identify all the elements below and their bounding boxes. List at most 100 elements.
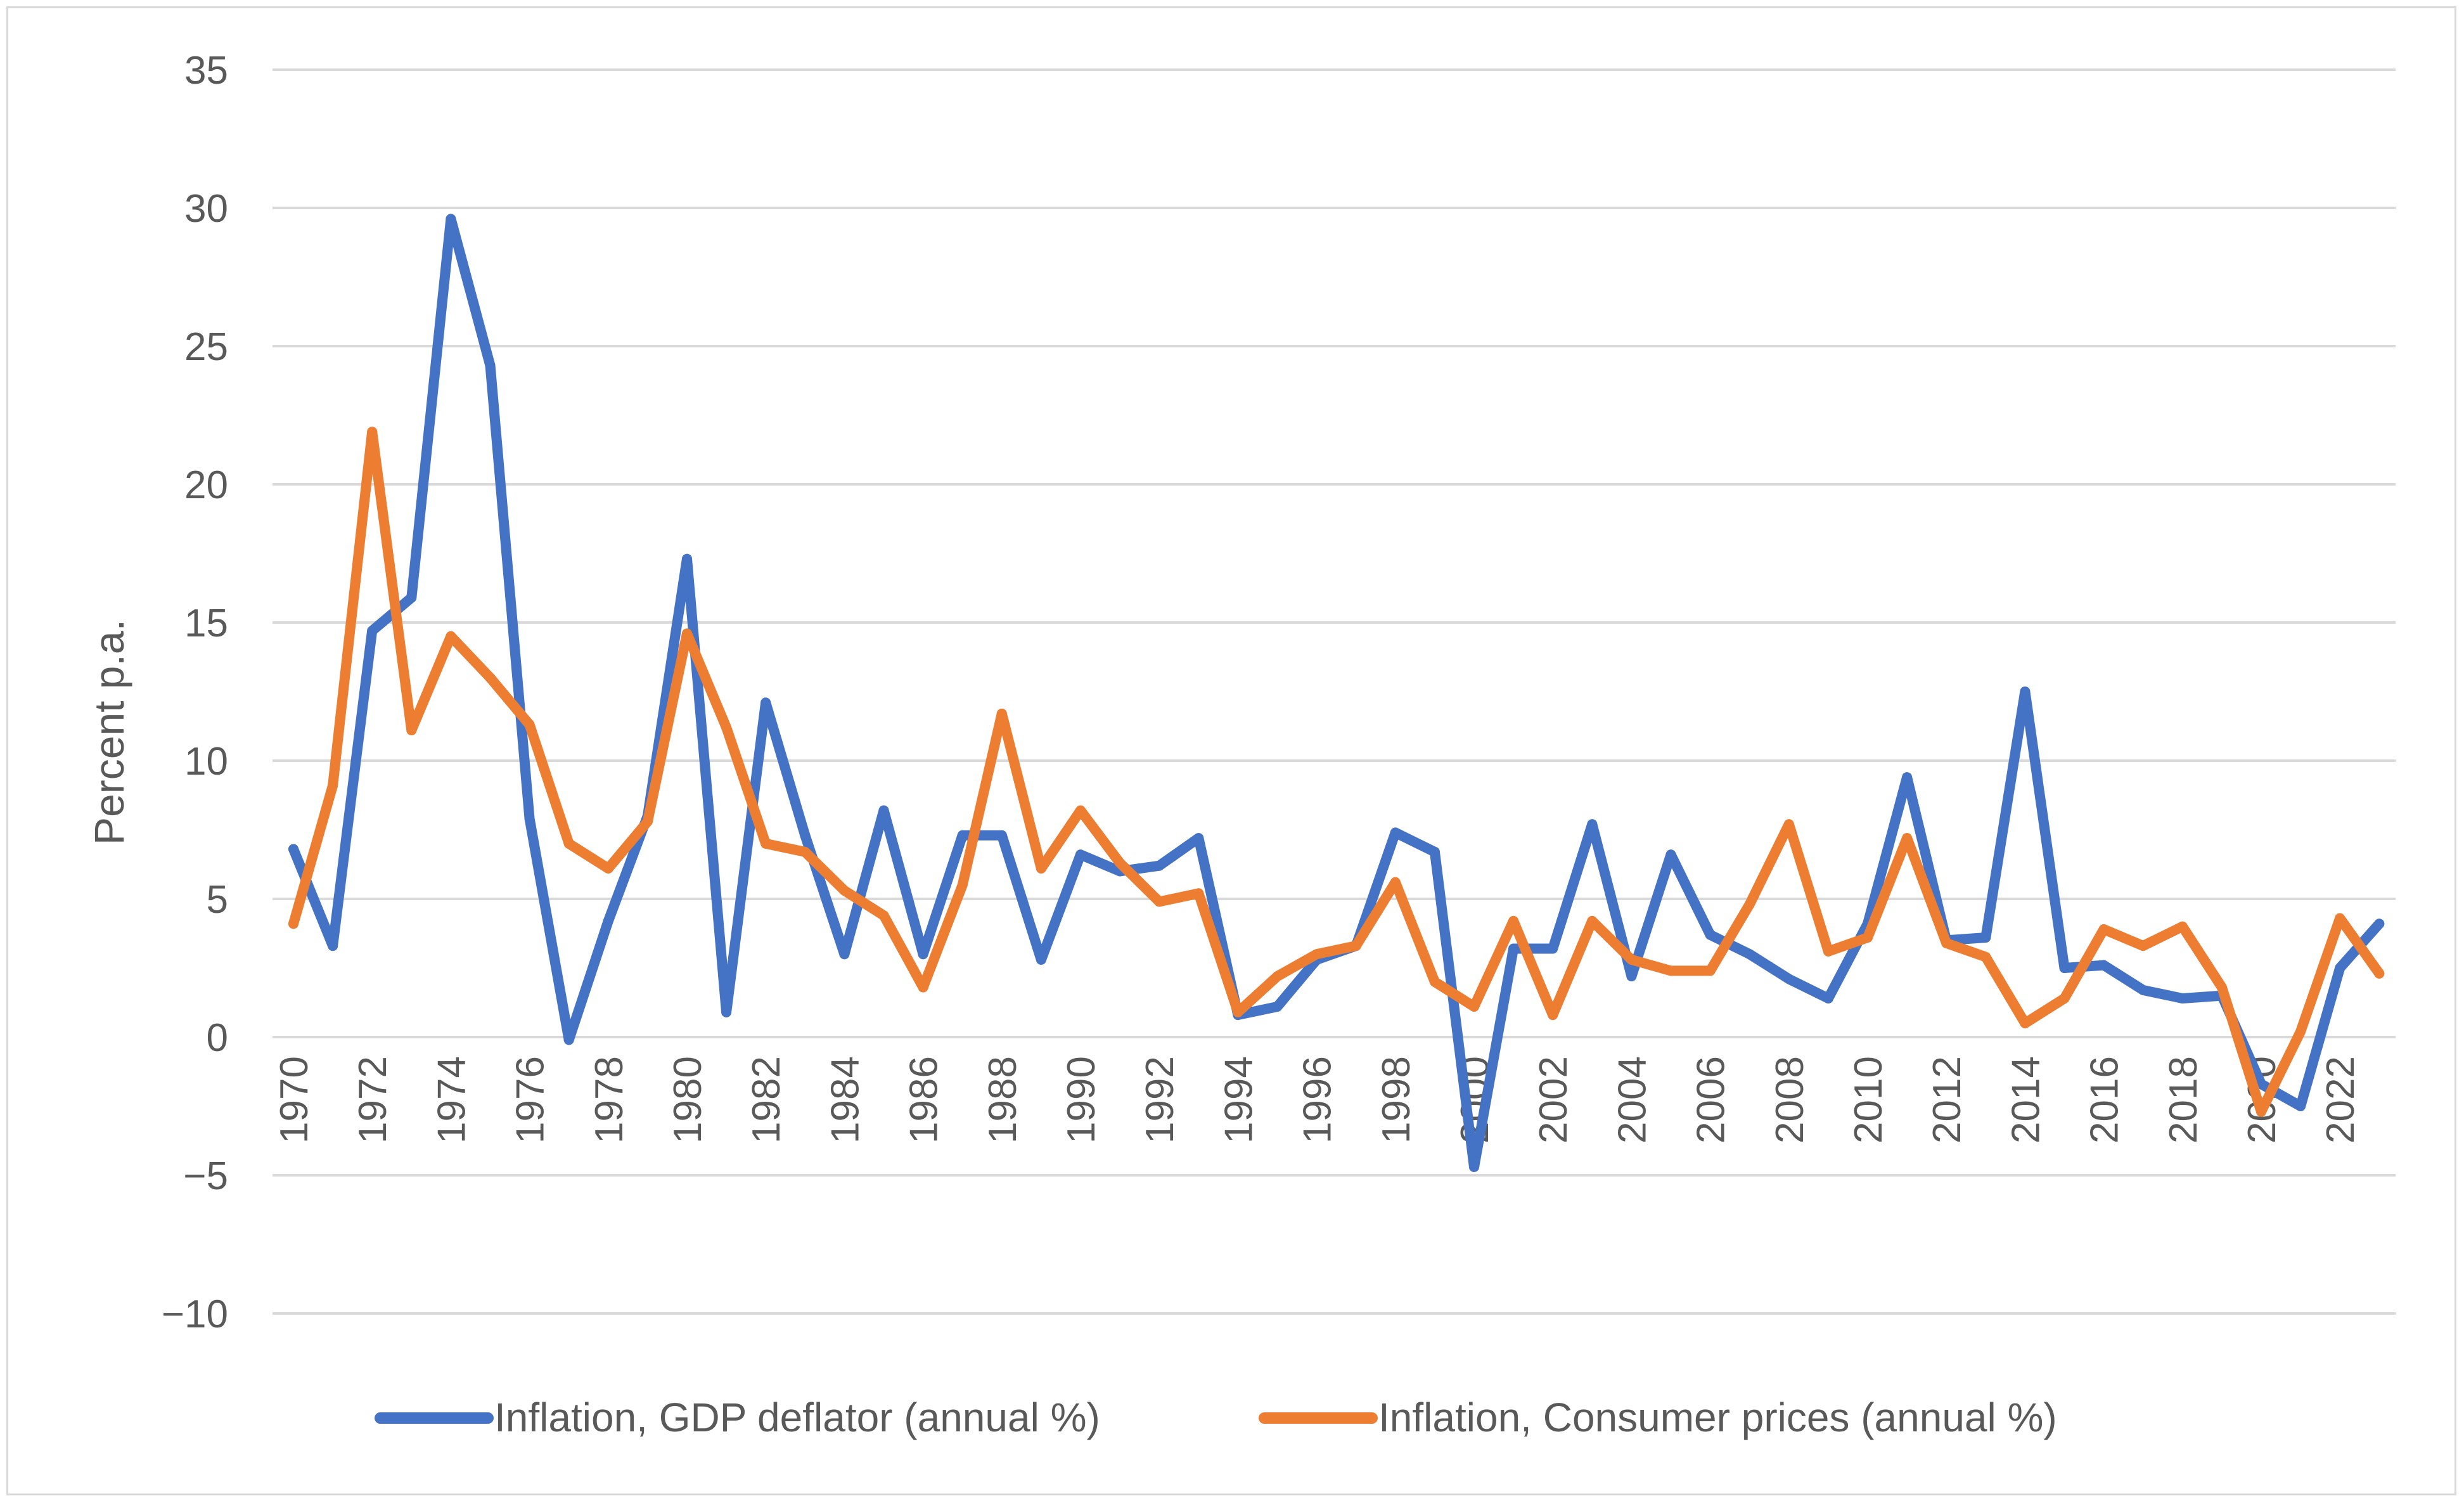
data-point — [918, 949, 928, 960]
y-tick-label: −5 — [183, 1154, 228, 1198]
x-tick-label: 1972 — [351, 1056, 395, 1144]
series-points-consumer-prices — [288, 427, 2385, 1117]
x-tick-label: 1992 — [1138, 1056, 1182, 1144]
data-point — [878, 805, 889, 816]
data-point — [721, 722, 732, 733]
x-tick-label: 1982 — [745, 1056, 788, 1144]
data-point — [1665, 965, 1676, 976]
data-point — [1508, 943, 1519, 954]
data-point — [446, 631, 456, 642]
data-point — [524, 719, 535, 730]
gridlines — [273, 68, 2396, 1315]
data-point — [1351, 941, 1361, 951]
data-point — [996, 708, 1007, 719]
data-point — [1705, 965, 1716, 976]
data-point — [682, 628, 692, 639]
data-point — [406, 592, 417, 603]
data-point — [1744, 949, 1755, 960]
data-point — [603, 915, 613, 926]
y-tick-label: −10 — [162, 1293, 228, 1336]
data-point — [2138, 984, 2148, 995]
data-point — [1390, 877, 1401, 887]
data-point — [2059, 993, 2070, 1003]
data-point — [1154, 896, 1165, 907]
data-point — [1272, 971, 1283, 982]
data-point — [406, 725, 417, 735]
x-tick-label: 1976 — [509, 1056, 553, 1144]
x-tick-label: 1970 — [273, 1056, 316, 1144]
data-point — [1626, 954, 1637, 965]
data-point — [1783, 819, 1794, 830]
data-point — [1980, 951, 1991, 962]
data-point — [1665, 849, 1676, 860]
data-point — [760, 838, 771, 849]
data-point — [2295, 1026, 2306, 1037]
x-tick-label: 1996 — [1296, 1056, 1340, 1144]
data-point — [328, 941, 338, 951]
data-point — [1902, 772, 1913, 783]
data-point — [603, 863, 613, 874]
data-point — [1193, 888, 1204, 899]
x-tick-label: 2012 — [1925, 1056, 1969, 1144]
data-point — [1548, 943, 1558, 954]
y-tick-label: 5 — [207, 878, 228, 922]
chart-frame — [6, 6, 2456, 1495]
data-point — [996, 830, 1007, 841]
data-point — [839, 885, 850, 896]
x-tick-label: 1980 — [666, 1056, 710, 1144]
data-point — [1429, 846, 1440, 857]
data-point — [1193, 833, 1204, 844]
data-point — [1429, 976, 1440, 987]
x-tick-label: 1998 — [1375, 1056, 1418, 1144]
data-point — [1823, 946, 1833, 957]
data-point — [1863, 932, 1873, 943]
data-point — [1587, 819, 1598, 830]
x-tick-label: 1994 — [1217, 1056, 1261, 1144]
x-tick-label: 2006 — [1690, 1056, 1733, 1144]
data-point — [2374, 968, 2385, 979]
data-point — [2216, 982, 2227, 993]
data-point — [2335, 963, 2345, 973]
data-point — [1036, 863, 1046, 874]
data-point — [839, 949, 850, 960]
x-tick-label: 1984 — [823, 1056, 867, 1144]
data-point — [485, 360, 496, 371]
x-tick-label: 2010 — [1847, 1056, 1890, 1144]
data-point — [524, 813, 535, 824]
data-point — [2098, 960, 2109, 971]
x-tick-label: 2016 — [2083, 1056, 2127, 1144]
data-point — [800, 846, 811, 857]
data-series — [288, 214, 2385, 1172]
x-tick-label: 2002 — [1532, 1056, 1575, 1144]
data-point — [1115, 858, 1126, 868]
data-point — [1233, 1007, 1243, 1017]
y-axis-tick-labels: −10 −5 0 5 10 15 20 25 30 35 — [162, 49, 228, 1336]
data-point — [1075, 849, 1086, 860]
data-point — [1705, 929, 1716, 940]
data-point — [2335, 913, 2345, 924]
data-point — [682, 553, 692, 564]
data-point — [2374, 919, 2385, 929]
x-tick-label: 1988 — [981, 1056, 1025, 1144]
data-point — [1823, 993, 1833, 1003]
data-point — [2138, 941, 2148, 951]
data-point — [1036, 954, 1046, 965]
data-point — [2177, 921, 2188, 932]
data-point — [2059, 963, 2070, 973]
data-point — [1941, 938, 1952, 948]
data-point — [485, 673, 496, 683]
data-point — [2020, 687, 2031, 697]
data-point — [563, 838, 574, 849]
data-point — [878, 910, 889, 921]
data-point — [1902, 833, 1913, 844]
data-point — [760, 697, 771, 708]
legend-label-gdp-deflator: Inflation, GDP deflator (annual %) — [494, 1395, 1100, 1440]
data-point — [1390, 827, 1401, 838]
data-point — [957, 830, 968, 841]
y-tick-label: 20 — [184, 463, 228, 507]
data-point — [1980, 932, 1991, 943]
data-point — [1075, 805, 1086, 816]
data-point — [918, 982, 928, 993]
series-line-gdp-deflator — [288, 214, 2385, 1172]
